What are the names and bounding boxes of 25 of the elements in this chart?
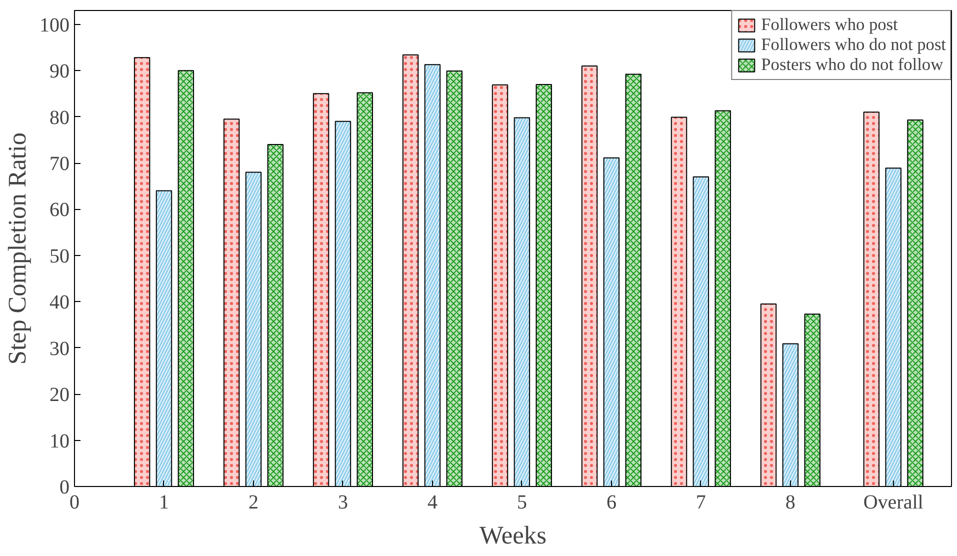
legend-label: Followers who do not post	[761, 35, 946, 55]
x-tick-label: 8	[785, 492, 796, 514]
y-tick-label: 30	[50, 338, 70, 360]
y-tick-label: 80	[50, 106, 70, 129]
y-tick-label: 60	[50, 199, 70, 222]
x-tick-label: 2	[248, 492, 258, 514]
x-tick-label: 6	[606, 492, 616, 514]
y-tick-label: 90	[50, 60, 70, 83]
x-tick-label: 7	[696, 492, 706, 514]
x-tick-label: 4	[427, 492, 438, 514]
x-axis-title: Weeks	[480, 522, 546, 550]
y-axis-title: Step Completion Ratio	[4, 132, 32, 365]
y-tick-label: 10	[50, 430, 70, 452]
legend-label: Followers who post	[761, 15, 898, 35]
y-tick-label: 20	[50, 384, 70, 406]
x-tick-label: 1	[158, 492, 169, 514]
y-tick-label: 100	[40, 14, 70, 36]
y-tick-label: 70	[50, 153, 70, 176]
x-tick-label: 3	[338, 492, 348, 514]
legend-label: Posters who do not follow	[761, 55, 944, 75]
x-tick-label: Overall	[863, 492, 924, 514]
y-tick-label: 40	[50, 292, 70, 314]
y-tick-label: 0	[60, 476, 70, 498]
y-tick-label: 50	[50, 245, 70, 268]
x-tick-label: 5	[516, 492, 527, 514]
